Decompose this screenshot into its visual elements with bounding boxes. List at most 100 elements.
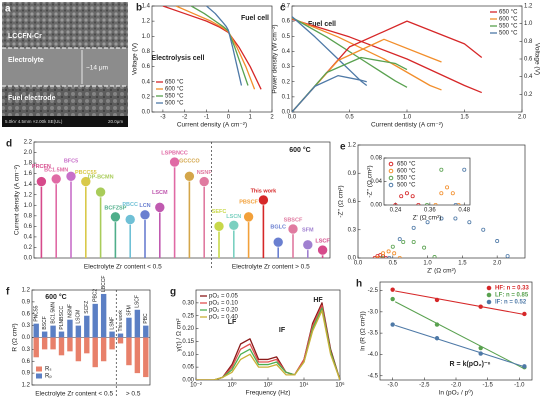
y-tick-label: 0.8 <box>142 49 151 55</box>
point <box>411 225 416 230</box>
y-axis-label: Current density (A cm⁻²) <box>14 165 21 235</box>
x-axis-label: Current dentisty (A cm⁻²) <box>371 122 443 129</box>
point <box>393 203 398 205</box>
y-tick-label: 0.9 <box>348 171 357 177</box>
series-line <box>206 6 243 86</box>
y-tick-label: 0.05 <box>182 365 194 371</box>
x-tick-label: 0.0 <box>354 261 363 267</box>
x-tick-label: 10⁶ <box>335 382 345 389</box>
legend-label: 600 °C <box>165 87 184 93</box>
bar <box>58 331 65 338</box>
y-axis-label: Power density (W cm⁻²) <box>272 24 279 93</box>
x-tick-label: 10⁰ <box>227 382 237 389</box>
y-tick-label: 0.3 <box>282 64 291 70</box>
y-tick-label: 1.4 <box>142 4 151 10</box>
x-axis-label: Z' (Ω cm²) <box>427 268 456 275</box>
legend-label: pO₂ = 0.05 <box>209 294 239 300</box>
layer-label: LCCFN-Cr <box>8 33 42 40</box>
legend-label: 650 °C <box>499 10 518 16</box>
legend-label: 550 °C <box>499 24 518 30</box>
x-tick-label: 0.5 <box>389 261 398 267</box>
y-axis-label: Voltage (V) <box>132 43 139 75</box>
lollipop-head <box>184 170 195 182</box>
point <box>425 203 429 205</box>
category-label: PRCFN <box>32 164 51 170</box>
point <box>386 249 391 254</box>
y-tick-label: 0.0 <box>348 256 357 262</box>
legend-label: pO₂ = 0.20 <box>209 308 239 314</box>
x-axis-label: ln (pO₂ / p⁰) <box>439 389 473 397</box>
y-tick-label: 0.0 <box>24 256 33 262</box>
y-tick-label: 0.2 <box>142 94 151 100</box>
lollipop-head <box>228 220 240 231</box>
y-tick-label: -4.5 <box>368 373 379 379</box>
point <box>439 216 444 221</box>
series-line <box>162 6 262 90</box>
group-label: Electrolyte Zr content < 0.5 <box>84 264 162 271</box>
y-tick-label: 0.2 <box>24 245 33 251</box>
legend-label: LF: n = 0.85 <box>495 293 529 299</box>
layer-label: Electrolyte <box>8 57 44 64</box>
bar <box>41 337 48 350</box>
y-tick-label: 0.15 <box>182 339 194 345</box>
lollipop-head <box>198 176 210 187</box>
bar <box>33 337 39 358</box>
x-tick-label: 1 <box>249 115 253 121</box>
x-tick-label: 0.0 <box>288 115 297 121</box>
point <box>387 256 392 258</box>
legend-label: pO₂ = 0.10 <box>209 301 239 307</box>
bar <box>84 315 90 338</box>
lollipop-head <box>65 170 77 182</box>
x-tick-label: -1 <box>204 115 210 121</box>
category-label: NSNF <box>197 170 213 176</box>
bar <box>100 337 107 362</box>
point <box>478 351 483 356</box>
bar <box>126 337 132 366</box>
point <box>399 194 404 199</box>
fit-line <box>395 290 525 315</box>
y-tick-label: 0.8 <box>24 213 33 219</box>
y-tick-label: 0.9 <box>22 371 31 377</box>
y-tick-label: 0.2 <box>282 79 291 85</box>
panel-letter: f <box>6 287 10 298</box>
chart-panel: f 1.2 0.9 0.6 0.3 0.0 0.3 0.6 0.9 1.2 R (Ω cm²) 600… <box>6 276 151 398</box>
legend-label: pO₂ = 0.40 <box>209 315 239 321</box>
y-tick-label: 0.3 <box>22 347 31 353</box>
y2-tick-label: 0.2 <box>524 92 533 98</box>
lollipop-head <box>139 209 151 221</box>
legend-label: 600 °C <box>499 17 518 23</box>
y2-tick-label: 1.2 <box>524 4 533 10</box>
category-label: SEFC <box>212 209 227 215</box>
y-tick-label: 0.6 <box>22 359 31 365</box>
y-tick-label: 0.9 <box>22 299 31 305</box>
point <box>478 345 483 351</box>
chart-panel: b -3 -2 -1 0 1 2 0.0 0.2 0.4 0.6 0.8 1.0 1.2 1.4 Curren… <box>132 3 275 129</box>
y-axis-label: γ(τ) / Ω cm² <box>176 318 183 352</box>
lollipop-head <box>272 236 284 248</box>
cathode-layer <box>2 2 128 48</box>
group-label: > 0.5 <box>126 391 141 398</box>
y-tick-label: 1.8 <box>24 161 33 167</box>
series-line <box>292 75 367 112</box>
legend-label: Rₚ <box>45 374 52 380</box>
category-label: PBC2 <box>93 289 99 302</box>
point <box>433 203 438 205</box>
category-label: BCFZSP <box>104 205 126 211</box>
point <box>372 256 377 258</box>
bar <box>75 337 82 362</box>
y-tick-label: 0.4 <box>24 234 33 240</box>
legend-label: Rₛ <box>45 367 52 373</box>
point <box>380 256 385 258</box>
sem-image: a LCCFN-Cr Electrolyte ~14 μm Fuel elect… <box>2 2 128 127</box>
x-tick-label: 1.0 <box>423 261 432 267</box>
annotation: Fuel cell <box>241 15 269 22</box>
y-tick-label: -2.5 <box>368 288 379 294</box>
point <box>453 203 458 205</box>
category-label: LSCM <box>152 190 168 196</box>
point <box>425 220 430 225</box>
category-label: SFM <box>126 305 132 316</box>
point <box>381 251 386 256</box>
lollipop-head <box>154 202 166 213</box>
x-tick-label: -2.5 <box>419 383 430 389</box>
x-tick-label: -3 <box>160 115 166 121</box>
